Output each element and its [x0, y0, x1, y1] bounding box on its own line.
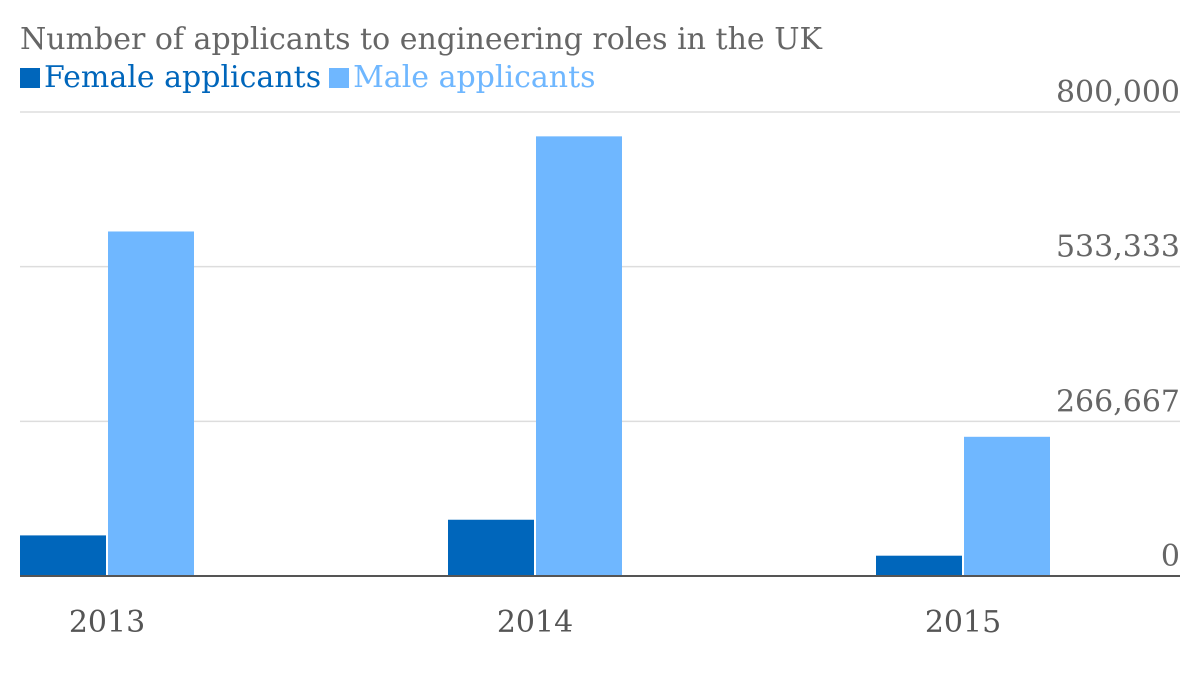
x-tick-label: 2014 — [497, 605, 573, 640]
legend: Female applicants Male applicants — [20, 60, 604, 95]
bar-female-2013 — [20, 535, 106, 576]
labels: 0 266,667 533,333 800,000 2013 2014 2015 — [69, 75, 1180, 640]
legend-label-female: Female applicants — [44, 60, 322, 95]
x-tick-label: 2013 — [69, 605, 145, 640]
legend-swatch-female — [20, 67, 40, 88]
legend-label-male: Male applicants — [353, 60, 596, 95]
x-tick-label: 2015 — [925, 605, 1001, 640]
y-tick-label: 800,000 — [1056, 75, 1180, 110]
bar-male-2014 — [536, 136, 622, 577]
y-tick-label: 0 — [1161, 539, 1180, 574]
bar-male-2015 — [964, 436, 1050, 576]
y-tick-label: 266,667 — [1056, 384, 1180, 419]
bar-female-2015 — [876, 555, 962, 576]
legend-item-male: Male applicants — [329, 60, 596, 95]
legend-swatch-male — [329, 67, 350, 88]
chart-title: Number of applicants to engineering role… — [20, 22, 822, 57]
bar-male-2013 — [108, 231, 194, 577]
legend-item-female: Female applicants — [20, 60, 321, 95]
y-tick-label: 533,333 — [1056, 230, 1180, 265]
bars — [20, 136, 1050, 577]
bar-female-2014 — [448, 519, 534, 576]
